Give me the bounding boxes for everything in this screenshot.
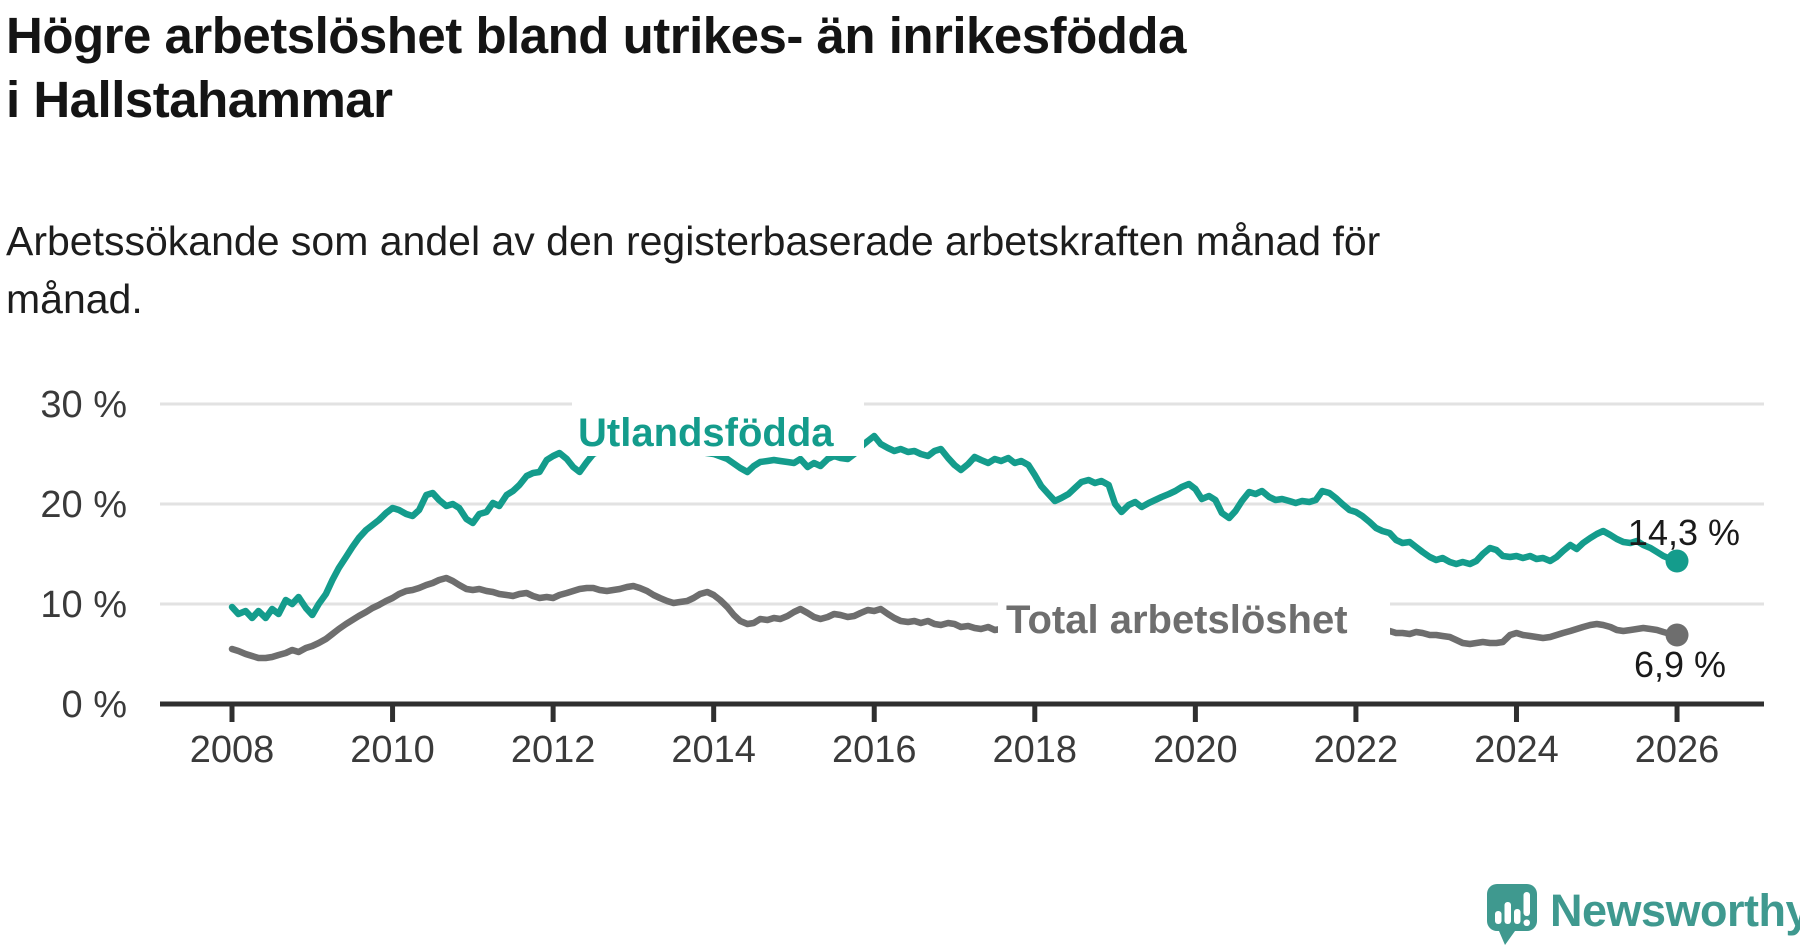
exclamation-dot [1523, 919, 1530, 926]
x-tick-label-2026: 2026 [1635, 729, 1720, 771]
y-axis-labels: 30 % 20 % 10 % 0 % [40, 384, 127, 726]
x-tick-label-2016: 2016 [832, 729, 917, 771]
exclamation-bar [1523, 892, 1530, 916]
total-unemployment-line [228, 574, 1681, 662]
x-tick-label-2020: 2020 [1153, 729, 1238, 771]
x-tick-label-2022: 2022 [1314, 729, 1399, 771]
foreign-born-label-halo [572, 396, 864, 456]
foreign-born-series-label: Utlandsfödda [578, 411, 834, 455]
y-tick-label-30: 30 % [40, 384, 127, 426]
newsworthy-logo-text: Newsworthy [1550, 885, 1800, 936]
total-series-label: Total arbetslöshet [1006, 598, 1348, 642]
x-tick-label-2014: 2014 [671, 729, 756, 771]
foreign-born-line [228, 432, 1681, 622]
x-axis-ticks: 2008 2010 2012 2014 2016 2018 2020 2022 2024 2026 [190, 704, 1720, 771]
y-tick-label-10: 10 % [40, 584, 127, 626]
gridlines [160, 402, 1764, 606]
bar-3 [1514, 909, 1521, 924]
bar-1 [1495, 911, 1502, 924]
page-title: Högre arbetslöshet bland utrikes- än inr… [6, 7, 1186, 128]
x-tick-label-2012: 2012 [511, 729, 596, 771]
total-label-halo [998, 594, 1390, 648]
total-end-dot [1665, 623, 1689, 647]
newsworthy-logo: Newsworthy [1486, 884, 1800, 946]
bar-2 [1504, 902, 1511, 924]
newsworthy-logo-icon [1487, 884, 1537, 945]
y-tick-label-0: 0 % [62, 684, 127, 726]
x-tick-label-2010: 2010 [350, 729, 435, 771]
total-end-value: 6,9 % [1634, 644, 1726, 685]
x-tick-label-2018: 2018 [993, 729, 1078, 771]
x-tick-label-2008: 2008 [190, 729, 275, 771]
chart-subtitle: Arbetssökande som andel av den registerb… [6, 218, 1381, 322]
foreign-born-end-dot [1665, 549, 1689, 573]
y-tick-label-20: 20 % [40, 484, 127, 526]
x-tick-label-2024: 2024 [1474, 729, 1559, 771]
foreign-born-end-value: 14,3 % [1628, 512, 1740, 553]
